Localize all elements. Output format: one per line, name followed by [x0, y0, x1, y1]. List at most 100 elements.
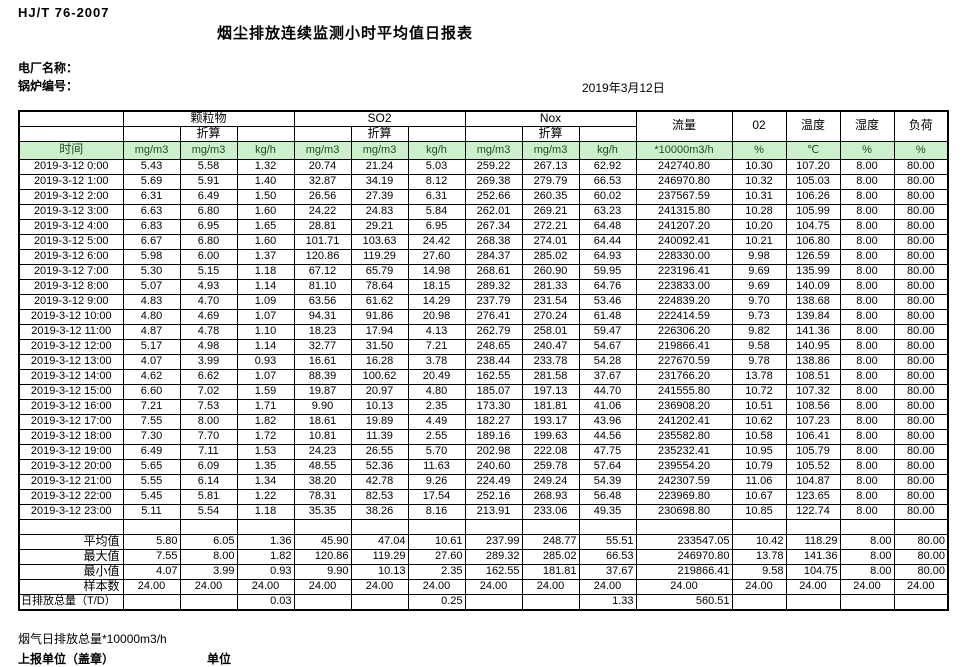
- value-cell: 8.00: [179, 413, 238, 430]
- summary-value-cell: 24.00: [350, 578, 409, 595]
- value-cell: 94.31: [293, 308, 352, 325]
- header-row-units: 时间 mg/m3 mg/m3 kg/h mg/m3 mg/m3 kg/h mg/…: [18, 140, 949, 160]
- value-cell: 38.26: [350, 503, 409, 520]
- value-cell: 233.78: [521, 353, 580, 370]
- value-cell: 24.83: [350, 203, 409, 220]
- empty-cell: [122, 518, 181, 535]
- value-cell: 241207.20: [635, 218, 733, 235]
- empty-cell: [521, 518, 580, 535]
- value-cell: 8.16: [407, 503, 466, 520]
- table-row: 2019-3-12 20:00 5.65 6.09 1.35 48.55 52.36 11.…: [18, 458, 949, 475]
- summary-value-cell: 45.90: [293, 533, 352, 550]
- value-cell: 1.14: [236, 278, 295, 295]
- value-cell: 38.20: [293, 473, 352, 490]
- value-cell: 6.00: [179, 248, 238, 265]
- value-cell: 13.78: [731, 368, 787, 385]
- summary-value-cell: 4.07: [122, 563, 181, 580]
- value-cell: 138.68: [785, 293, 841, 310]
- value-cell: 64.93: [578, 248, 637, 265]
- value-cell: 269.38: [464, 173, 523, 190]
- value-cell: 14.29: [407, 293, 466, 310]
- table-row: 2019-3-12 19:00 6.49 7.11 1.53 24.23 26.55 5.7…: [18, 443, 949, 460]
- table-row: 2019-3-12 21:00 5.55 6.14 1.34 38.20 42.78 9.2…: [18, 473, 949, 490]
- group-humidity: 湿度: [839, 110, 895, 142]
- value-cell: 106.26: [785, 188, 841, 205]
- value-cell: 240.47: [521, 338, 580, 355]
- value-cell: 44.70: [578, 383, 637, 400]
- value-cell: 189.16: [464, 428, 523, 445]
- value-cell: 3.99: [179, 353, 238, 370]
- value-cell: 230698.80: [635, 503, 733, 520]
- value-cell: 289.32: [464, 278, 523, 295]
- value-cell: 10.62: [731, 413, 787, 430]
- summary-value-cell: 24.00: [578, 578, 637, 595]
- value-cell: 5.98: [122, 248, 181, 265]
- value-cell: 182.27: [464, 413, 523, 430]
- summary-label: 最大值: [18, 548, 124, 565]
- value-cell: 5.17: [122, 338, 181, 355]
- table-row: 2019-3-12 22:00 5.45 5.81 1.22 78.31 82.53 17.…: [18, 488, 949, 505]
- value-cell: 6.63: [122, 203, 181, 220]
- time-cell: 2019-3-12 18:00: [18, 428, 124, 445]
- value-cell: 49.35: [578, 503, 637, 520]
- value-cell: 64.76: [578, 278, 637, 295]
- value-cell: 268.61: [464, 263, 523, 280]
- value-cell: 231.54: [521, 293, 580, 310]
- value-cell: 7.70: [179, 428, 238, 445]
- page-title: 烟尘排放连续监测小时平均值日报表: [216, 25, 473, 42]
- value-cell: 41.06: [578, 398, 637, 415]
- value-cell: 2.55: [407, 428, 466, 445]
- value-cell: 193.17: [521, 413, 580, 430]
- value-cell: 242307.59: [635, 473, 733, 490]
- value-cell: 8.00: [839, 233, 895, 250]
- unit-label: 单位: [207, 652, 232, 666]
- summary-value-cell: [893, 593, 949, 611]
- value-cell: 7.11: [179, 443, 238, 460]
- value-cell: 242740.80: [635, 158, 733, 175]
- summary-label: 最小值: [18, 563, 124, 580]
- value-cell: 6.31: [122, 188, 181, 205]
- plant-name-label: 电厂名称：: [18, 61, 79, 75]
- value-cell: 17.54: [407, 488, 466, 505]
- value-cell: 4.93: [179, 278, 238, 295]
- value-cell: 10.72: [731, 383, 787, 400]
- value-cell: 80.00: [893, 218, 949, 235]
- value-cell: 10.85: [731, 503, 787, 520]
- value-cell: 281.58: [521, 368, 580, 385]
- value-cell: 0.93: [236, 353, 295, 370]
- value-cell: 19.89: [350, 413, 409, 430]
- summary-value-cell: 162.55: [464, 563, 523, 580]
- value-cell: 219866.41: [635, 338, 733, 355]
- value-cell: 9.26: [407, 473, 466, 490]
- value-cell: 6.60: [122, 383, 181, 400]
- value-cell: 66.53: [578, 173, 637, 190]
- boiler-number-label: 锅炉编号：: [18, 79, 79, 93]
- value-cell: 9.78: [731, 353, 787, 370]
- table-row: 2019-3-12 11:00 4.87 4.78 1.10 18.23 17.94 4.1…: [18, 323, 949, 340]
- value-cell: 138.86: [785, 353, 841, 370]
- value-cell: 262.01: [464, 203, 523, 220]
- value-cell: 4.80: [407, 383, 466, 400]
- value-cell: 252.16: [464, 488, 523, 505]
- value-cell: 10.32: [731, 173, 787, 190]
- value-cell: 80.00: [893, 368, 949, 385]
- value-cell: 80.00: [893, 383, 949, 400]
- value-cell: 10.20: [731, 218, 787, 235]
- summary-value-cell: 1.36: [236, 533, 295, 550]
- value-cell: 226306.20: [635, 323, 733, 340]
- value-cell: 227670.59: [635, 353, 733, 370]
- value-cell: 8.00: [839, 398, 895, 415]
- summary-value-cell: 24.00: [407, 578, 466, 595]
- header-row-groups: 颗粒物 SO2 Nox 流量 02 温度 湿度 负荷: [18, 110, 949, 142]
- table-row: 2019-3-12 4:00 6.83 6.95 1.65 28.81 29.21 6.95…: [18, 218, 949, 235]
- value-cell: 20.98: [407, 308, 466, 325]
- unit-header: kg/h: [236, 140, 295, 160]
- value-cell: 259.78: [521, 458, 580, 475]
- value-cell: 120.86: [293, 248, 352, 265]
- value-cell: 8.00: [839, 353, 895, 370]
- empty-cell: [464, 518, 523, 535]
- value-cell: 4.78: [179, 323, 238, 340]
- value-cell: 281.33: [521, 278, 580, 295]
- summary-value-cell: 13.78: [731, 548, 787, 565]
- value-cell: 162.55: [464, 368, 523, 385]
